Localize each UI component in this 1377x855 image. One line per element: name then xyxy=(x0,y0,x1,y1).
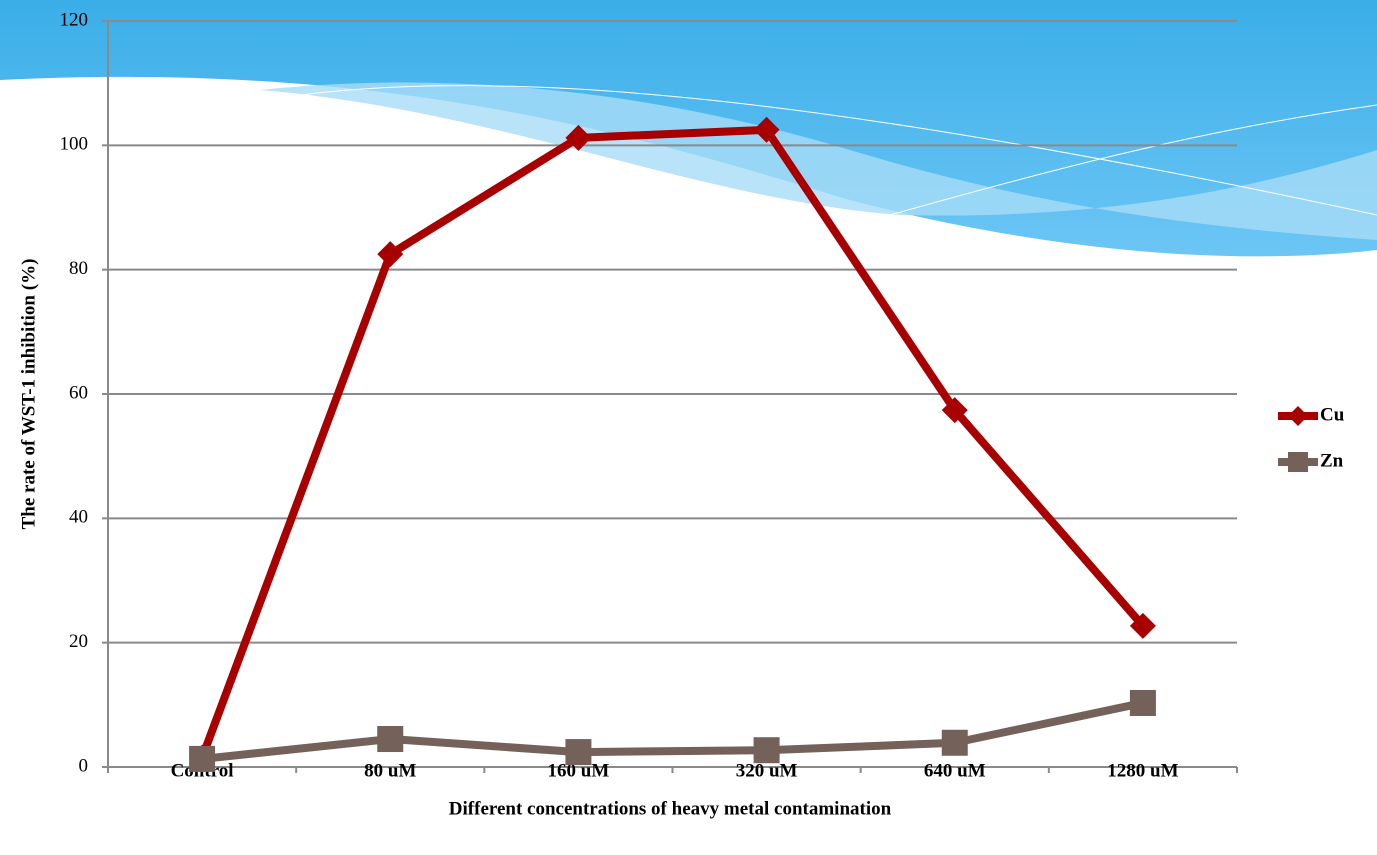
data-point xyxy=(942,730,968,756)
legend-label: Zn xyxy=(1320,450,1344,471)
x-axis-title: Different concentrations of heavy metal … xyxy=(449,798,892,819)
data-point xyxy=(1130,690,1156,716)
y-tick-label: 20 xyxy=(69,631,88,652)
legend-marker xyxy=(1288,452,1308,472)
chart: Different concentrations of heavy metal … xyxy=(0,0,1377,855)
y-tick-label: 80 xyxy=(69,258,88,279)
y-tick-label: 100 xyxy=(60,134,89,155)
y-tick-label: 0 xyxy=(79,755,89,776)
x-tick-label: 640 uM xyxy=(924,760,986,781)
data-point xyxy=(377,726,403,752)
y-tick-label: 120 xyxy=(60,9,89,30)
data-point xyxy=(189,746,215,772)
x-tick-label: 320 uM xyxy=(736,760,798,781)
background-wave xyxy=(0,0,1377,256)
legend-marker xyxy=(1288,406,1308,426)
y-tick-label: 40 xyxy=(69,507,88,528)
y-axis-title: The rate of WST-1 inhibition (%) xyxy=(18,259,39,530)
page: {"chart_data": {"type": "line", "x_label… xyxy=(0,0,1377,855)
data-point xyxy=(754,737,780,763)
x-tick-label: 80 uM xyxy=(364,760,416,781)
y-tick-label: 60 xyxy=(69,382,88,403)
series-line xyxy=(202,703,1143,759)
legend-label: Cu xyxy=(1320,404,1345,425)
data-point xyxy=(565,739,591,765)
x-tick-label: 1280 uM xyxy=(1107,760,1178,781)
